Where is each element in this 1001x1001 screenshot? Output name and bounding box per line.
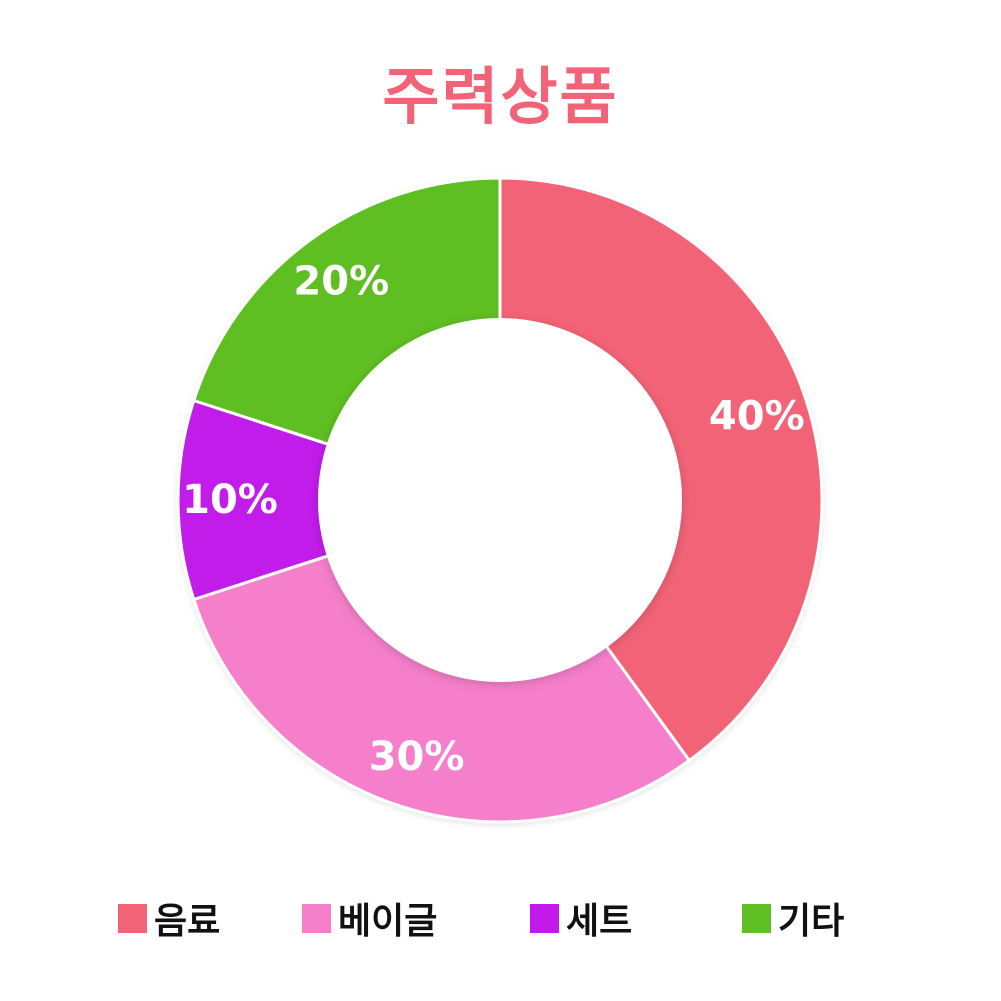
value-labels: 40% 30% 10% 20% (182, 259, 805, 780)
legend-item-1: 음료 (118, 888, 220, 948)
legend-label: 베이글 (338, 901, 438, 942)
legend-item-4: 기타 (742, 888, 844, 948)
value-label-1: 40% (709, 394, 805, 440)
legend-swatch (302, 903, 331, 933)
value-label-2: 30% (369, 734, 465, 780)
legend-label: 기타 (778, 901, 845, 942)
value-label-3: 10% (182, 477, 278, 523)
legend: 음료 베이글 세트 기타 (0, 888, 1001, 948)
legend-label: 세트 (566, 901, 633, 942)
legend-swatch (118, 903, 147, 933)
legend-swatch (530, 903, 559, 933)
legend-swatch (742, 903, 771, 933)
legend-item-2: 베이글 (302, 888, 437, 948)
donut-hole (318, 318, 682, 682)
value-label-4: 20% (293, 259, 389, 305)
legend-item-3: 세트 (530, 888, 632, 948)
legend-label: 음료 (154, 901, 221, 942)
chart-title: 주력상품 (382, 60, 619, 133)
